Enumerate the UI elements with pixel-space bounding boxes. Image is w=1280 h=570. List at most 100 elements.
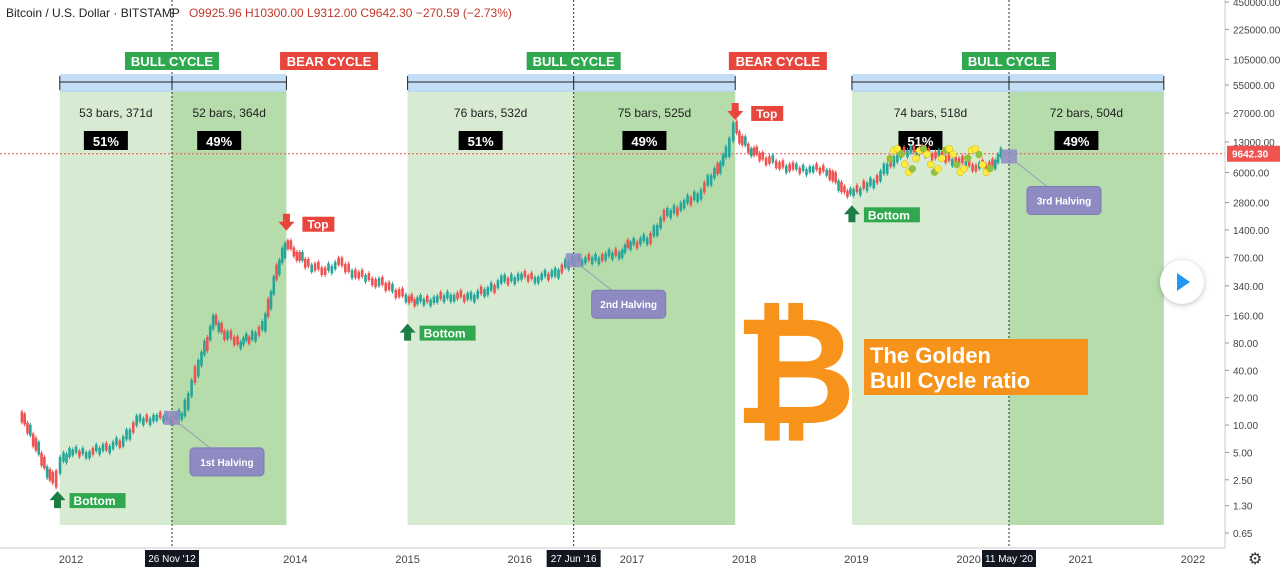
candle-body xyxy=(229,330,233,339)
candle-body xyxy=(499,275,503,284)
candle-body xyxy=(397,289,401,298)
candle-body xyxy=(374,279,377,287)
candle-body xyxy=(822,165,825,172)
candle-body xyxy=(560,264,564,273)
candle-body xyxy=(473,294,476,303)
candle-body xyxy=(68,448,71,457)
candle-body xyxy=(563,259,567,268)
candle-body xyxy=(947,153,951,161)
candle-body xyxy=(295,251,299,261)
price-dot xyxy=(964,154,972,162)
candle-body xyxy=(118,440,122,448)
cycle-band xyxy=(407,90,574,525)
halving-callout-box xyxy=(1026,185,1102,215)
cycle-label-box xyxy=(124,52,219,70)
bottom-arrow-icon xyxy=(399,323,416,341)
candle-body xyxy=(286,240,290,250)
candle-body xyxy=(761,152,765,160)
candle-body xyxy=(639,237,642,245)
candle-body xyxy=(849,188,852,195)
candle-body xyxy=(377,278,381,286)
candle-body xyxy=(203,340,206,355)
candle-body xyxy=(788,164,791,172)
candle-body xyxy=(217,322,221,332)
candle-body xyxy=(347,263,350,272)
cycle-label-box xyxy=(728,52,827,70)
x-date-tag xyxy=(981,550,1036,567)
candle-body xyxy=(778,162,781,170)
candle-body xyxy=(852,188,855,196)
price-dot xyxy=(919,145,928,153)
candle-body xyxy=(283,243,287,259)
band-pct-label: 51% xyxy=(468,134,494,149)
candle-body xyxy=(135,415,138,426)
candle-body xyxy=(957,158,961,165)
play-icon xyxy=(1177,273,1190,291)
candle-body xyxy=(692,191,696,201)
measure-bar xyxy=(59,74,287,92)
candle-body xyxy=(469,292,473,300)
candle-body xyxy=(81,448,85,455)
candle-body xyxy=(269,291,273,309)
y-tick-label: 225000.00 xyxy=(1233,25,1280,36)
cycle-label-text: BULL CYCLE xyxy=(533,54,615,69)
candle-body xyxy=(131,422,135,433)
candle-body xyxy=(516,273,520,281)
cycle-label-box xyxy=(961,52,1056,70)
candle-body xyxy=(432,296,436,303)
price-dot xyxy=(908,165,917,173)
candle-body xyxy=(275,264,278,280)
candle-body xyxy=(795,163,798,170)
candle-body xyxy=(226,331,229,340)
candle-body xyxy=(148,418,152,426)
candle-body xyxy=(211,315,215,330)
candle-body xyxy=(728,138,731,157)
candle-body xyxy=(51,471,55,484)
candle-body xyxy=(446,291,449,299)
bottom-label-box xyxy=(69,493,126,509)
candle-body xyxy=(879,170,882,182)
play-button[interactable] xyxy=(1160,260,1204,304)
candle-body xyxy=(834,172,837,183)
candle-body xyxy=(815,163,818,170)
candle-body xyxy=(425,295,429,303)
candle-body xyxy=(808,166,812,173)
halving-callout-box xyxy=(189,447,265,477)
candle-body xyxy=(906,150,909,158)
halving-callout-text: 1st Halving xyxy=(200,458,253,469)
candle-body xyxy=(23,413,27,425)
x-tick-label: 2017 xyxy=(620,554,644,566)
candle-body xyxy=(298,251,301,261)
candle-body xyxy=(327,263,330,271)
candle-body xyxy=(721,154,725,166)
y-tick-label: 340.00 xyxy=(1233,282,1264,293)
top-label-text: Top xyxy=(756,107,777,121)
caption-box xyxy=(864,339,1088,395)
y-tick-label: 6000.00 xyxy=(1233,168,1270,179)
candle-body xyxy=(452,294,456,302)
settings-gear-icon[interactable]: ⚙ xyxy=(1248,549,1263,568)
x-date-tag xyxy=(144,550,199,567)
candle-body xyxy=(254,332,257,342)
candle-body xyxy=(26,422,29,434)
candle-body xyxy=(407,296,411,304)
y-tick-label: 450000.00 xyxy=(1233,0,1280,9)
candle-body xyxy=(429,299,432,307)
candle-body xyxy=(410,294,414,302)
candle-body xyxy=(828,169,832,180)
y-tick-label: 13000.00 xyxy=(1233,138,1275,149)
candle-body xyxy=(629,241,632,250)
candle-body xyxy=(991,158,994,168)
candle-body xyxy=(855,185,859,193)
caption-line-2: Bull Cycle ratio xyxy=(870,368,1030,393)
candle-body xyxy=(506,277,510,285)
candle-body xyxy=(162,416,165,423)
price-dot xyxy=(960,164,968,173)
halving-callout-box xyxy=(591,289,667,319)
candle-body xyxy=(724,146,728,158)
candle-body xyxy=(384,283,388,291)
cycle-label-text: BEAR CYCLE xyxy=(736,54,821,69)
candle-body xyxy=(944,155,947,163)
candle-body xyxy=(915,150,919,157)
